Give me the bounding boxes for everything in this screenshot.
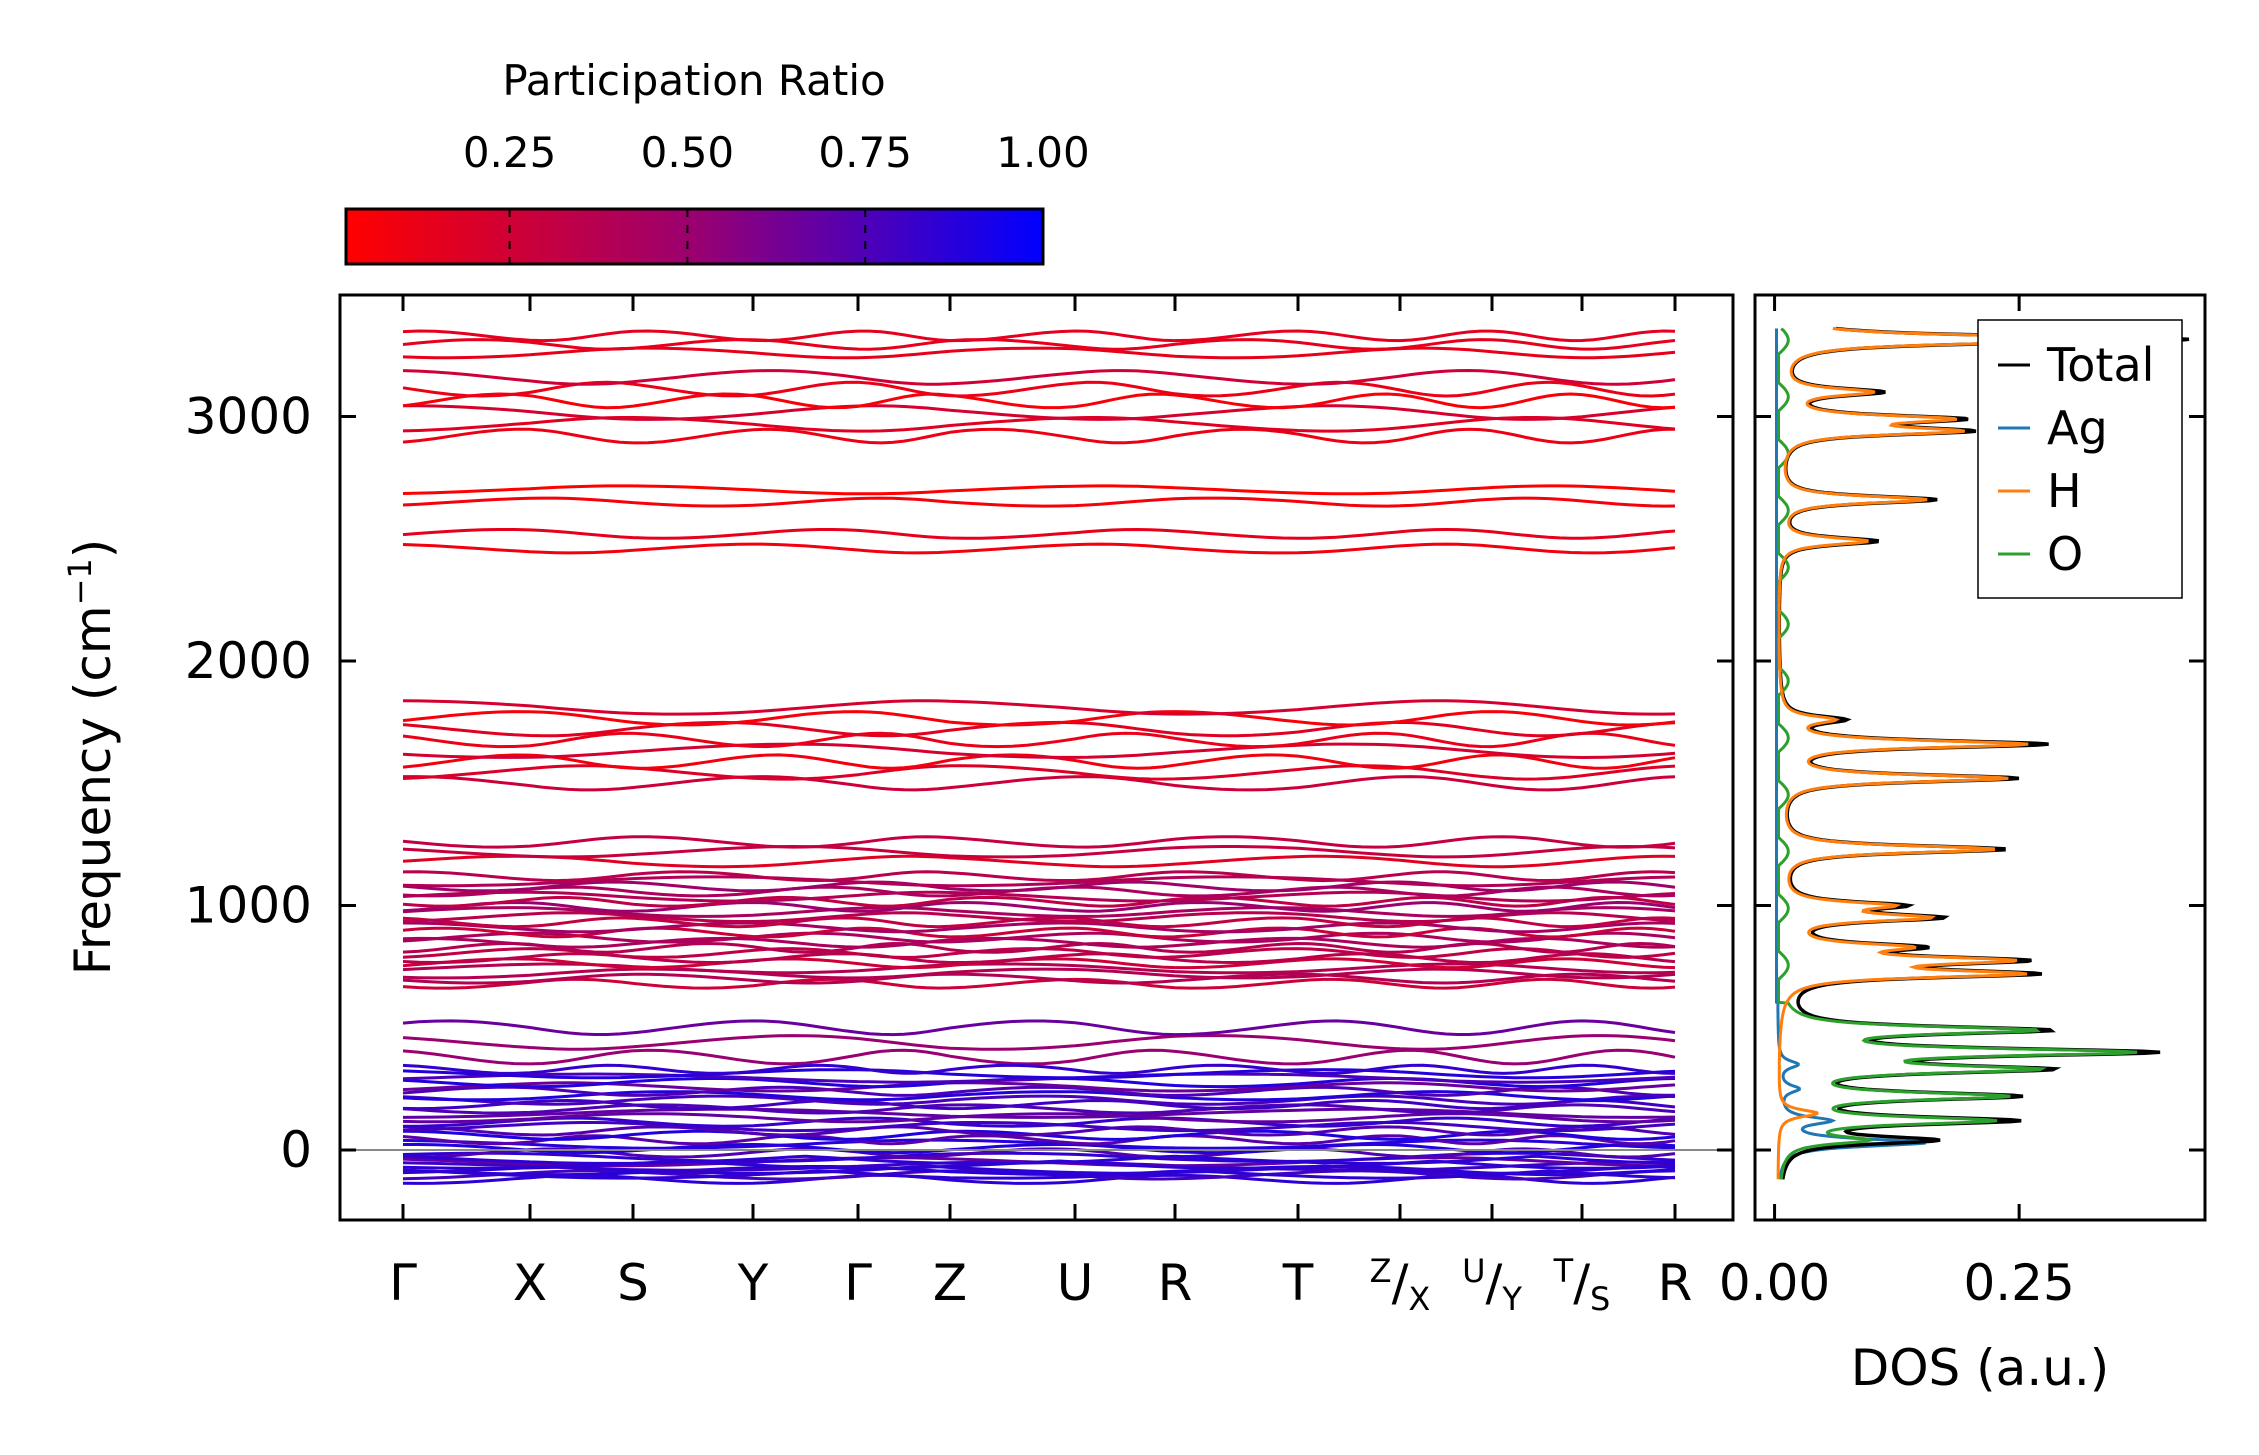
y-tick-label: 2000 xyxy=(185,632,312,690)
band-line xyxy=(402,338,1676,351)
band-line xyxy=(402,392,1676,410)
band-y-axis-label: Frequency (cm−1) xyxy=(61,539,122,976)
band-line xyxy=(403,404,1676,421)
band-line xyxy=(402,1048,1676,1066)
band-line xyxy=(402,484,1676,496)
band-line xyxy=(402,1034,1676,1051)
colorbar-tick-label: 0.75 xyxy=(818,128,912,177)
band-line xyxy=(402,427,1676,445)
y-tick-label: 3000 xyxy=(185,388,312,446)
band-line xyxy=(402,742,1676,759)
colorbar-tick-label: 0.25 xyxy=(463,128,557,177)
band-structure-panel: 0 1000 2000 3000 Γ X S Y Γ Z U R T Z/X U/Y T/S R Freque… xyxy=(61,293,1735,1318)
y-tick-label: 1000 xyxy=(185,877,312,935)
colorbar-tick-label: 1.00 xyxy=(996,128,1090,177)
band-line xyxy=(402,346,1676,360)
band-line xyxy=(402,895,1676,908)
band-line xyxy=(402,753,1676,770)
dos-x-tick-label: 0.00 xyxy=(1719,1254,1830,1312)
x-tick-label: U/Y xyxy=(1462,1252,1522,1318)
band-line xyxy=(402,1068,1676,1080)
band-line xyxy=(402,542,1676,555)
band-line xyxy=(402,1019,1676,1037)
x-tick-label: X xyxy=(513,1254,547,1312)
x-tick-label: Z/X xyxy=(1370,1252,1431,1318)
band-line xyxy=(402,1134,1676,1146)
band-line xyxy=(402,911,1676,923)
dos-curves xyxy=(1775,326,2190,1180)
colorbar-title: Participation Ratio xyxy=(502,56,885,105)
band-line xyxy=(402,1063,1676,1075)
x-tick-label: U xyxy=(1057,1254,1094,1312)
x-tick-label: Γ xyxy=(389,1254,417,1312)
band-lines xyxy=(402,329,1676,1185)
band-line xyxy=(402,844,1676,859)
dos-x-axis: 0.00 0.25 xyxy=(1719,295,2075,1312)
colorbar-gradient xyxy=(344,207,1045,266)
band-line xyxy=(402,835,1676,849)
x-tick-label: Y xyxy=(737,1254,769,1312)
legend-items: Total Ag HO xyxy=(1998,338,2154,581)
dos-y-ticks xyxy=(1755,415,2205,1152)
colorbar: Participation Ratio 0.25 0.50 0.75 1.00 xyxy=(344,56,1090,266)
band-line xyxy=(402,952,1676,965)
legend-label: Ag xyxy=(2047,401,2108,455)
band-line xyxy=(402,496,1676,508)
colorbar-ticks: 0.25 0.50 0.75 1.00 xyxy=(463,128,1090,264)
dos-line-ag xyxy=(1775,328,1927,1180)
band-plot-frame xyxy=(338,293,1735,1222)
dos-legend: Total Ag HO xyxy=(1977,319,2183,599)
x-tick-label: Γ xyxy=(844,1254,872,1312)
band-line xyxy=(402,368,1676,386)
x-tick-label: T xyxy=(1282,1254,1314,1312)
band-line xyxy=(402,870,1676,883)
x-tick-label: R xyxy=(1658,1254,1693,1312)
band-line xyxy=(403,775,1676,792)
x-tick-label: Z xyxy=(933,1254,967,1312)
x-tick-label: S xyxy=(617,1254,649,1312)
band-line xyxy=(402,731,1676,749)
dos-panel: 0.00 0.25 DOS (a.u.) Total Ag HO xyxy=(1719,293,2207,1397)
band-line xyxy=(402,1169,1676,1180)
y-tick-label: 0 xyxy=(280,1121,312,1179)
dos-plot-frame xyxy=(1753,293,2207,1222)
dos-x-tick-label: 0.25 xyxy=(1963,1254,2074,1312)
band-line xyxy=(402,329,1676,343)
band-y-axis: 0 1000 2000 3000 xyxy=(185,388,1733,1179)
band-line xyxy=(402,854,1676,869)
band-line xyxy=(402,527,1676,540)
band-line xyxy=(402,710,1676,727)
x-tick-label: T/S xyxy=(1553,1252,1611,1318)
colorbar-tick-label: 0.50 xyxy=(641,128,735,177)
dos-line-h xyxy=(1776,327,2170,1180)
legend-label: H xyxy=(2047,464,2082,518)
x-tick-label: R xyxy=(1158,1254,1193,1312)
band-line xyxy=(402,699,1676,716)
legend-label: Total xyxy=(2046,338,2154,392)
dos-line-o xyxy=(1777,327,2138,1180)
legend-label: O xyxy=(2047,527,2083,581)
dos-x-axis-label: DOS (a.u.) xyxy=(1851,1339,2110,1397)
band-x-axis: Γ X S Y Γ Z U R T Z/X U/Y T/S R xyxy=(389,295,1692,1318)
